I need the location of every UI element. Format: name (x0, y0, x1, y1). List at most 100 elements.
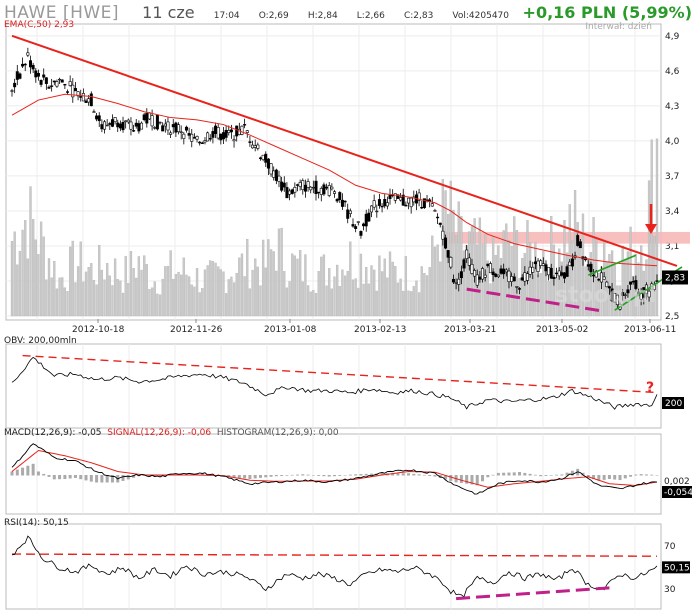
candle-body (147, 112, 151, 120)
candle-body (221, 132, 225, 140)
volume-bar (53, 261, 56, 317)
candle-body (433, 210, 437, 212)
candle-body (100, 124, 104, 130)
histogram-bar (644, 474, 648, 476)
volume-bar (309, 291, 312, 317)
volume-bar (164, 266, 167, 317)
candle-body (274, 169, 278, 181)
candle-body (626, 289, 630, 294)
candle-body (158, 121, 162, 124)
volume-bar (386, 277, 389, 317)
histogram-bar (518, 471, 522, 476)
volume-bar (87, 267, 90, 317)
volume-bar (320, 256, 323, 317)
candle-body (502, 268, 506, 275)
candle-body (422, 198, 426, 209)
candle-body (544, 264, 548, 272)
candle-body (518, 288, 522, 290)
candle-body (462, 259, 466, 269)
histogram-bar (539, 475, 543, 477)
price-change: +0,16 PLN (5,99%) (522, 3, 692, 22)
x-tick-label: 2012-10-18 (72, 325, 125, 335)
volume-bar (626, 251, 630, 317)
histogram-bar (195, 473, 199, 476)
watermark: stooq.pl (555, 283, 656, 308)
candle-body (507, 270, 511, 283)
volume-bar (31, 219, 35, 317)
candle-body (568, 261, 572, 267)
candle-body (576, 235, 580, 246)
volume-bar (185, 274, 188, 317)
volume-bar (515, 230, 519, 317)
volume-bar (74, 282, 77, 317)
volume-bar (240, 253, 244, 317)
candle-body (385, 202, 389, 207)
rsi-line (11, 535, 658, 598)
x-tick-label: 2013-06-11 (624, 325, 676, 335)
candle-body (494, 273, 498, 277)
volume-bar (354, 278, 357, 317)
candle-body (214, 125, 218, 134)
volume-bar (412, 286, 415, 317)
candle-body (36, 72, 40, 77)
volume-bar (288, 281, 291, 317)
histogram-bar (290, 474, 294, 476)
volume-bar (365, 267, 368, 317)
candle-body (528, 266, 532, 275)
volume-bar (254, 258, 257, 317)
volume-bar (161, 278, 164, 317)
histogram-bar (121, 475, 125, 481)
candle-body (21, 63, 25, 67)
volume-bar (592, 217, 595, 317)
histogram-bar (613, 475, 617, 480)
histogram-bar (52, 475, 56, 480)
histogram-bar (15, 469, 19, 476)
volume-bar (26, 258, 30, 317)
histogram-bar (592, 475, 596, 479)
candle-body (592, 274, 596, 277)
volume-bar (647, 180, 651, 317)
candle-body (430, 203, 434, 207)
candle-body (478, 276, 482, 280)
candle-body (491, 271, 495, 275)
candle-body (18, 73, 22, 79)
volume-bar (267, 239, 270, 317)
candle-body (459, 271, 463, 279)
histogram-bar (364, 473, 368, 476)
histogram-bar (533, 474, 537, 476)
histogram-bar (607, 475, 611, 479)
candle-body (623, 294, 627, 296)
candle-body (354, 226, 358, 229)
candle-body (73, 88, 77, 92)
candle-body (441, 230, 445, 240)
histogram-bar (602, 475, 606, 480)
x-tick-label: 2013-05-02 (536, 325, 588, 335)
volume-bar (280, 227, 283, 317)
volume-bar (214, 262, 217, 317)
volume-bar (420, 266, 423, 317)
volume-bar (153, 281, 156, 317)
histogram-bar (502, 472, 506, 476)
candle-body (211, 131, 215, 138)
volume-bar (560, 261, 563, 317)
histogram-bar (58, 475, 62, 480)
quote-open: O:2,69 (258, 11, 289, 21)
volume-bar (195, 268, 199, 317)
candle-body (219, 133, 223, 141)
volume-bar (63, 287, 67, 317)
candle-body (565, 266, 569, 277)
volume-bar (547, 281, 550, 317)
histogram-bar (650, 474, 654, 476)
candle-body (346, 209, 350, 219)
candle-body (63, 83, 67, 86)
candle-body (282, 182, 286, 188)
candle-body (68, 81, 72, 86)
obv-line (11, 356, 658, 410)
candle-body (140, 122, 144, 130)
candle-body (89, 93, 93, 107)
candle-body (552, 277, 556, 280)
candle-body (303, 184, 307, 192)
candle-body (375, 210, 379, 213)
volume-bar (441, 179, 445, 317)
